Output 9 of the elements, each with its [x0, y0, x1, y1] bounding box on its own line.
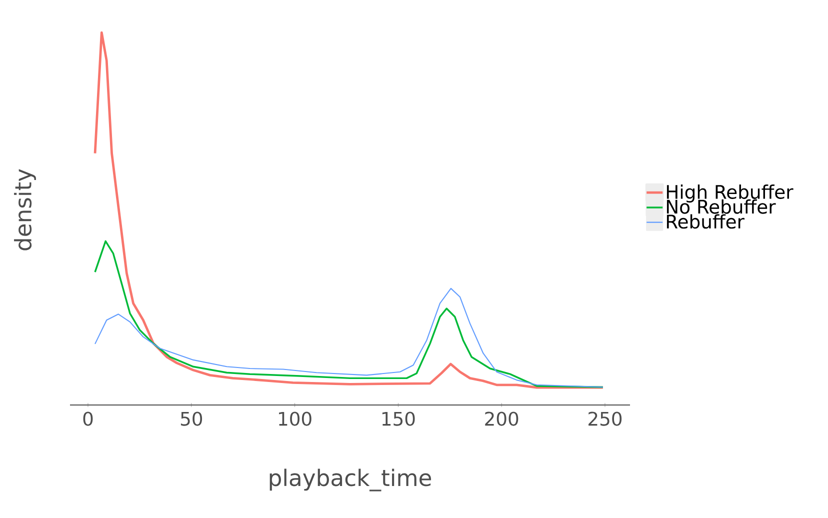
x-tick-label: 100 [279, 412, 312, 426]
x-tick-label: 250 [588, 412, 622, 426]
x-tick-label: 0 [83, 412, 93, 426]
legend-label: Rebuffer [666, 214, 744, 229]
x-tick-label: 200 [485, 412, 518, 426]
y-axis-title: density [14, 169, 36, 250]
x-axis-title: playback_time [270, 468, 432, 492]
x-tick-label: 50 [180, 412, 202, 426]
x-tick-label: 150 [382, 412, 415, 426]
